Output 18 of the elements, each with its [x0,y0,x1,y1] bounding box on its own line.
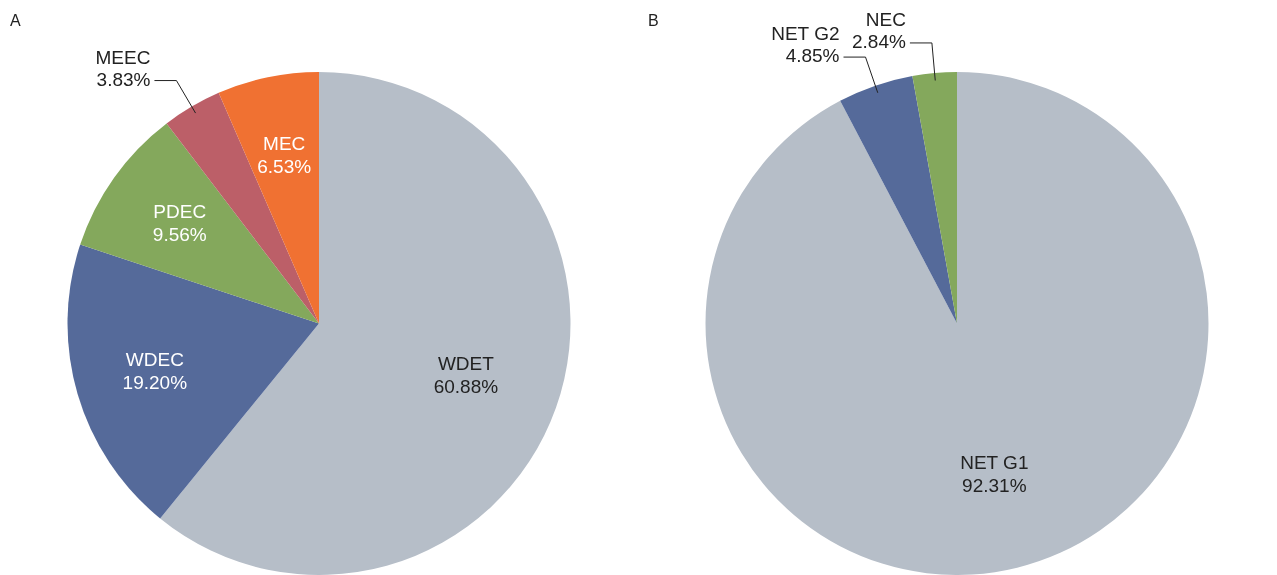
chart-title: A [10,12,21,30]
data-label: 92.31% [962,475,1027,497]
slice-label: MEC [263,133,306,155]
slice-label: NET G2 [771,23,840,45]
data-label: 9.56% [152,224,207,246]
chart-title: B [648,12,659,30]
slice-label: PDEC [153,201,207,223]
slice-label: WDEC [125,348,184,370]
slice-label: NEC [865,9,906,31]
data-label: 3.83% [96,68,151,90]
data-label: 60.88% [433,376,499,397]
slice-label: MEEC [95,46,151,68]
slice-label: NET G1 [960,452,1029,474]
data-label: 6.53% [257,156,312,178]
data-label: 2.84% [852,31,907,53]
data-label: 4.85% [785,45,840,67]
slice-label: WDET [437,353,495,374]
data-label: 19.20% [122,371,188,393]
